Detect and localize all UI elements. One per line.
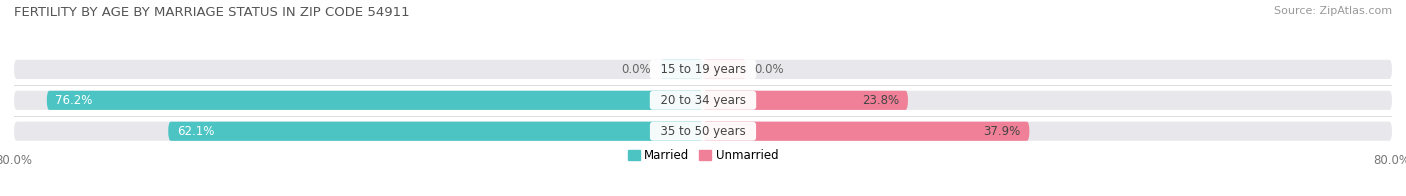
- Text: 0.0%: 0.0%: [621, 63, 651, 76]
- Text: 0.0%: 0.0%: [755, 63, 785, 76]
- Text: 35 to 50 years: 35 to 50 years: [652, 125, 754, 138]
- Text: 15 to 19 years: 15 to 19 years: [652, 63, 754, 76]
- Legend: Married, Unmarried: Married, Unmarried: [623, 144, 783, 167]
- Text: FERTILITY BY AGE BY MARRIAGE STATUS IN ZIP CODE 54911: FERTILITY BY AGE BY MARRIAGE STATUS IN Z…: [14, 6, 409, 19]
- FancyBboxPatch shape: [659, 60, 703, 79]
- FancyBboxPatch shape: [14, 60, 1392, 79]
- FancyBboxPatch shape: [703, 60, 747, 79]
- Text: Source: ZipAtlas.com: Source: ZipAtlas.com: [1274, 6, 1392, 16]
- Text: 62.1%: 62.1%: [177, 125, 214, 138]
- FancyBboxPatch shape: [14, 122, 1392, 141]
- FancyBboxPatch shape: [169, 122, 703, 141]
- Text: 76.2%: 76.2%: [55, 94, 93, 107]
- FancyBboxPatch shape: [703, 122, 1029, 141]
- FancyBboxPatch shape: [46, 91, 703, 110]
- Text: 23.8%: 23.8%: [862, 94, 900, 107]
- Text: 20 to 34 years: 20 to 34 years: [652, 94, 754, 107]
- FancyBboxPatch shape: [14, 91, 1392, 110]
- Text: 37.9%: 37.9%: [984, 125, 1021, 138]
- FancyBboxPatch shape: [703, 91, 908, 110]
